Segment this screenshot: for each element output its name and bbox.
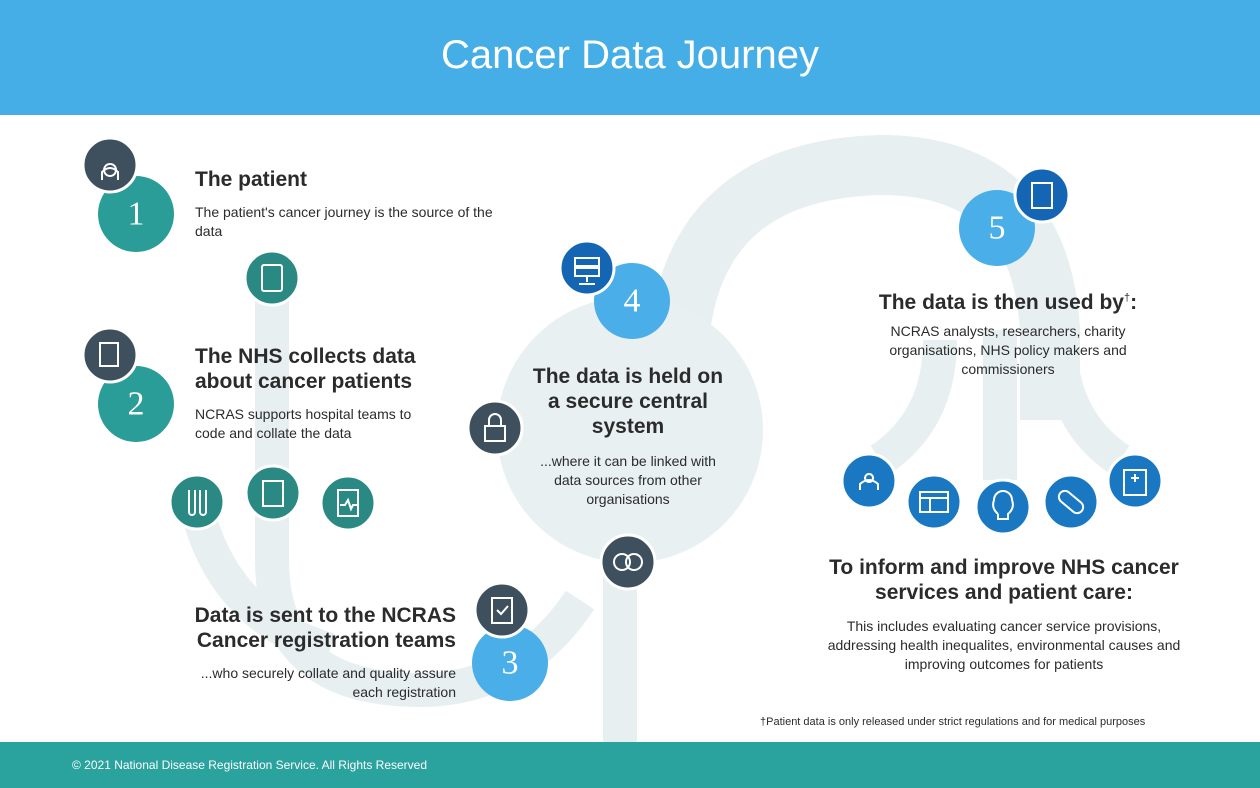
- step-number: 1: [128, 196, 145, 233]
- icon-glyph: [101, 163, 119, 180]
- title: Cancer Data Journey: [441, 33, 819, 77]
- path-segment: [1043, 339, 1130, 475]
- icon-glyph: [261, 264, 283, 292]
- icon-glyph: [1057, 489, 1085, 515]
- icon-lightbulb: [974, 478, 1032, 536]
- step-numbers: 1 2 3 4 5: [128, 196, 1006, 682]
- icon-checklist: [473, 581, 531, 639]
- icon-documents: [81, 326, 139, 384]
- icon-glyph: [262, 480, 284, 507]
- step-circles: [98, 176, 1035, 701]
- footer: © 2021 National Disease Registration Ser…: [0, 742, 1260, 788]
- icon-report: [1013, 166, 1071, 224]
- step-text: ...who securely collate and quality assu…: [200, 665, 456, 700]
- outcome-heading: To inform and improve NHS cancer service…: [829, 556, 1179, 604]
- footnote: †Patient data is only released under str…: [760, 716, 1146, 728]
- icon-glyph: [574, 257, 600, 285]
- icon-glyph: [491, 597, 513, 624]
- icon-badge: [243, 249, 301, 307]
- step-number: 2: [128, 386, 145, 423]
- step-text: NCRAS analysts, researchers, charity org…: [889, 323, 1127, 377]
- step-heading: The NHS collects data about cancer patie…: [195, 345, 416, 393]
- icon-glyph: [99, 342, 119, 367]
- step-number: 3: [502, 645, 519, 682]
- icon-glyph: [188, 490, 207, 516]
- icon-glyph: [625, 553, 643, 571]
- icon-glyph: [919, 491, 949, 513]
- dagger: †: [1123, 292, 1131, 304]
- heading-colon: :: [1130, 291, 1138, 314]
- icon-record: [244, 464, 302, 522]
- icon-glyph: [1031, 182, 1053, 209]
- heading-text: The data is then used by: [878, 291, 1124, 314]
- system-circle: [497, 297, 763, 563]
- path-segment: [870, 339, 957, 475]
- step-text: NCRAS supports hospital teams to code an…: [195, 406, 412, 441]
- icons: [81, 136, 1164, 639]
- step-circle: [98, 176, 174, 252]
- icon-pill: [1042, 473, 1100, 531]
- step-heading: The patient: [195, 168, 308, 191]
- step-circle: [959, 190, 1035, 266]
- outcome-text: This includes evaluating cancer service …: [827, 618, 1181, 672]
- step-number: 4: [624, 283, 641, 320]
- icon-glyph: [484, 413, 506, 442]
- step-heading: The data is then used by†:: [818, 286, 1198, 315]
- icon-glyph: [1123, 469, 1147, 496]
- icon-glyph: [613, 553, 631, 571]
- icon-table: [905, 473, 963, 531]
- icon-glyph: [992, 490, 1014, 520]
- step-circle: [472, 625, 548, 701]
- header: Cancer Data Journey: [0, 0, 1260, 115]
- step-text: The patient's cancer journey is the sour…: [195, 204, 493, 239]
- step-circle: [594, 263, 670, 339]
- path-segment: [183, 514, 336, 667]
- icon-glyph: [337, 489, 359, 517]
- step-heading: The data is held on a secure central sys…: [532, 365, 724, 438]
- icon-test-tubes: [168, 473, 226, 531]
- step-text: ...where it can be linked with data sour…: [540, 453, 716, 507]
- icon-glyph: [859, 473, 879, 490]
- icon-link: [599, 533, 657, 591]
- step-number: 5: [989, 210, 1006, 247]
- step-circle: [98, 366, 174, 442]
- footer-text: © 2021 National Disease Registration Ser…: [72, 758, 428, 772]
- path-segment: [650, 134, 1080, 420]
- step-heading: Data is sent to the NCRAS Cancer registr…: [194, 604, 456, 652]
- icon-lock: [466, 399, 524, 457]
